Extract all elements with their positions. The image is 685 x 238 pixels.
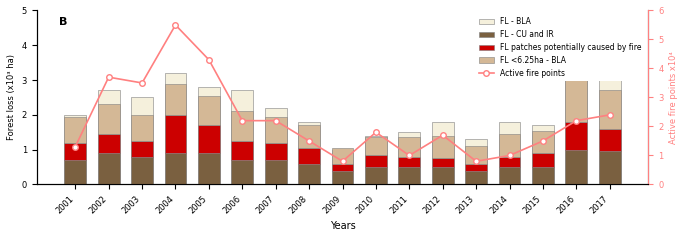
- Bar: [465, 139, 487, 184]
- Bar: [465, 164, 487, 171]
- Active fire points: [171, 24, 179, 26]
- Active fire points: [472, 160, 480, 163]
- Bar: [232, 90, 253, 184]
- Bar: [432, 136, 453, 158]
- Bar: [64, 117, 86, 143]
- Active fire points: [138, 82, 146, 84]
- Bar: [365, 136, 387, 184]
- Bar: [64, 143, 86, 160]
- X-axis label: Years: Years: [329, 221, 356, 231]
- Bar: [432, 122, 453, 184]
- Bar: [64, 160, 86, 184]
- Bar: [399, 138, 420, 157]
- Active fire points: [539, 139, 547, 142]
- Bar: [298, 125, 320, 148]
- Y-axis label: Forest loss (x10³ ha): Forest loss (x10³ ha): [7, 55, 16, 140]
- Bar: [399, 167, 420, 184]
- Bar: [499, 157, 521, 167]
- Bar: [566, 35, 587, 184]
- Bar: [566, 73, 587, 122]
- Active fire points: [372, 131, 380, 134]
- Bar: [566, 150, 587, 184]
- Bar: [198, 96, 220, 125]
- Bar: [599, 129, 621, 151]
- Bar: [566, 122, 587, 150]
- Active fire points: [406, 154, 414, 157]
- Bar: [599, 90, 621, 129]
- Bar: [332, 150, 353, 184]
- Bar: [365, 167, 387, 184]
- Bar: [499, 167, 521, 184]
- Bar: [265, 108, 286, 184]
- Active fire points: [105, 76, 113, 79]
- Active fire points: [438, 134, 447, 137]
- Bar: [298, 164, 320, 184]
- Bar: [132, 141, 153, 157]
- Bar: [98, 104, 119, 134]
- Bar: [64, 115, 86, 184]
- Bar: [399, 157, 420, 167]
- Bar: [399, 132, 420, 184]
- Bar: [198, 87, 220, 184]
- Bar: [198, 153, 220, 184]
- Active fire points: [305, 139, 313, 142]
- Bar: [298, 122, 320, 184]
- Bar: [332, 164, 353, 171]
- Active fire points: [238, 119, 247, 122]
- Bar: [164, 115, 186, 153]
- Bar: [198, 125, 220, 153]
- Bar: [232, 141, 253, 160]
- Bar: [365, 138, 387, 155]
- Bar: [98, 90, 119, 184]
- Bar: [164, 84, 186, 115]
- Bar: [132, 97, 153, 184]
- Bar: [365, 155, 387, 167]
- Bar: [465, 171, 487, 184]
- Active fire points: [205, 58, 213, 61]
- Active fire points: [506, 154, 514, 157]
- Bar: [465, 146, 487, 164]
- Bar: [432, 158, 453, 167]
- Active fire points: [338, 160, 347, 163]
- Bar: [298, 148, 320, 164]
- Y-axis label: Active fire points x10⁴: Active fire points x10⁴: [669, 51, 678, 144]
- Bar: [532, 130, 553, 153]
- Text: B: B: [58, 17, 67, 27]
- Bar: [599, 73, 621, 184]
- Bar: [532, 153, 553, 167]
- Bar: [132, 157, 153, 184]
- Line: Active fire points: Active fire points: [73, 22, 612, 164]
- Bar: [98, 153, 119, 184]
- Bar: [532, 167, 553, 184]
- Bar: [499, 134, 521, 157]
- Bar: [98, 134, 119, 153]
- Bar: [499, 122, 521, 184]
- Bar: [532, 125, 553, 184]
- Bar: [164, 153, 186, 184]
- Bar: [265, 143, 286, 160]
- Legend: FL - BLA, FL - CU and IR, FL patches potentially caused by fire, FL <6.25ha - BL: FL - BLA, FL - CU and IR, FL patches pot…: [475, 14, 645, 81]
- Bar: [232, 111, 253, 141]
- Active fire points: [271, 119, 279, 122]
- Bar: [164, 73, 186, 184]
- Active fire points: [572, 119, 580, 122]
- Active fire points: [606, 114, 614, 116]
- Bar: [332, 148, 353, 164]
- Bar: [265, 160, 286, 184]
- Bar: [332, 171, 353, 184]
- Bar: [432, 167, 453, 184]
- Bar: [599, 151, 621, 184]
- Active fire points: [71, 145, 79, 148]
- Bar: [132, 115, 153, 141]
- Bar: [232, 160, 253, 184]
- Bar: [265, 117, 286, 143]
